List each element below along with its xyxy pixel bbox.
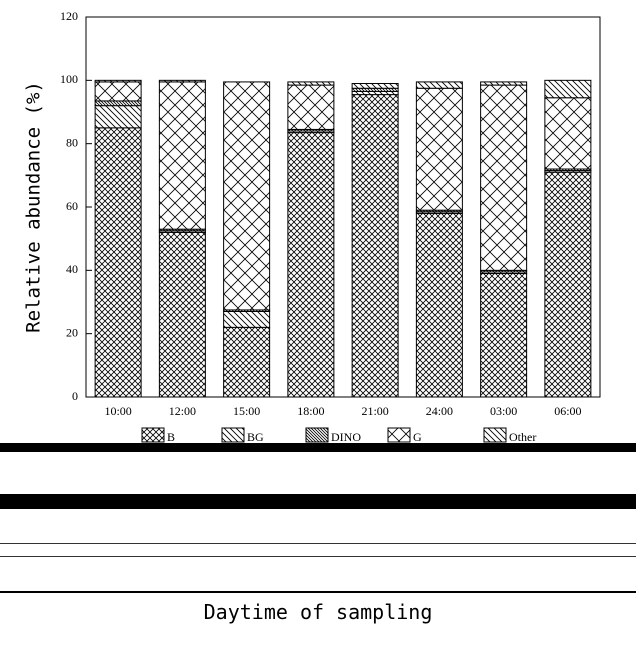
bar-segment-g: [287, 84, 335, 130]
x-tick-label: 21:00: [361, 404, 388, 418]
divider-line-1: [0, 543, 636, 544]
bar-segment-bg: [223, 311, 271, 328]
x-tick-label: 06:00: [554, 404, 581, 418]
bar-segment-g: [544, 97, 592, 170]
bar-segment-b: [94, 127, 142, 398]
legend-swatch-b: [141, 427, 165, 443]
bar-segment-other: [351, 83, 399, 89]
divider-band-1: [0, 443, 636, 452]
y-axis: 0 20 40 60 80 100 120: [60, 9, 92, 403]
bar-segment-g: [158, 81, 206, 230]
y-tick-label: 40: [66, 262, 78, 276]
legend-swatch-g: [387, 427, 411, 443]
legend-swatch-other: [483, 427, 507, 443]
y-axis-label: Relative abundance (%): [23, 81, 45, 333]
bar-segment-g: [480, 84, 528, 271]
x-tick-label: 12:00: [169, 404, 196, 418]
divider-line-3: [0, 591, 636, 593]
x-axis: 10:00 12:00 15:00 18:00 21:00 24:00 03:00 06:00: [104, 404, 581, 418]
x-tick-label: 24:00: [426, 404, 453, 418]
y-tick-label: 100: [60, 72, 78, 86]
y-tick-label: 20: [66, 325, 78, 339]
bar-segment-other: [415, 81, 463, 89]
legend-swatch-bg: [221, 427, 245, 443]
bar-segment-other: [94, 79, 142, 83]
legend-label-other: Other: [509, 430, 536, 444]
y-tick-label: 0: [72, 389, 78, 403]
bars: [94, 79, 592, 398]
bar-segment-other: [544, 79, 592, 99]
legend-label-g: G: [413, 430, 422, 444]
divider-line-2: [0, 556, 636, 557]
bar-segment-other: [287, 81, 335, 86]
bar-segment-other: [158, 79, 206, 83]
legend-label-b: B: [167, 430, 175, 444]
bar-segment-g: [94, 81, 142, 102]
legend-label-bg: BG: [247, 430, 264, 444]
x-tick-label: 03:00: [490, 404, 517, 418]
bar-segment-b: [480, 273, 528, 398]
bar-segment-other: [480, 81, 528, 86]
bar-segment-b: [223, 326, 271, 398]
y-tick-label: 80: [66, 135, 78, 149]
bar-segment-g: [223, 81, 271, 311]
x-tick-label: 18:00: [297, 404, 324, 418]
bar-segment-b: [287, 132, 335, 398]
bar-segment-dino: [94, 100, 142, 107]
x-axis-label: Daytime of sampling: [203, 600, 433, 624]
y-tick-label: 120: [60, 9, 78, 23]
legend-label-dino: DINO: [331, 430, 361, 444]
bar-segment-b: [158, 231, 206, 398]
bar-segment-b: [351, 94, 399, 398]
bar-segment-g: [415, 87, 463, 211]
x-tick-label: 15:00: [233, 404, 260, 418]
bar-segment-bg: [94, 105, 142, 129]
x-tick-label: 10:00: [104, 404, 131, 418]
bar-segment-b: [415, 212, 463, 398]
y-tick-label: 60: [66, 199, 78, 213]
bar-segment-b: [544, 171, 592, 398]
legend-swatch-dino: [305, 427, 329, 443]
stacked-bar-chart: 0 20 40 60 80 100 120 10:00 12:00 15:00 18:00 21:0…: [23, 9, 601, 444]
legend: B BG DINO G Other: [141, 427, 536, 444]
divider-band-2: [0, 494, 636, 509]
